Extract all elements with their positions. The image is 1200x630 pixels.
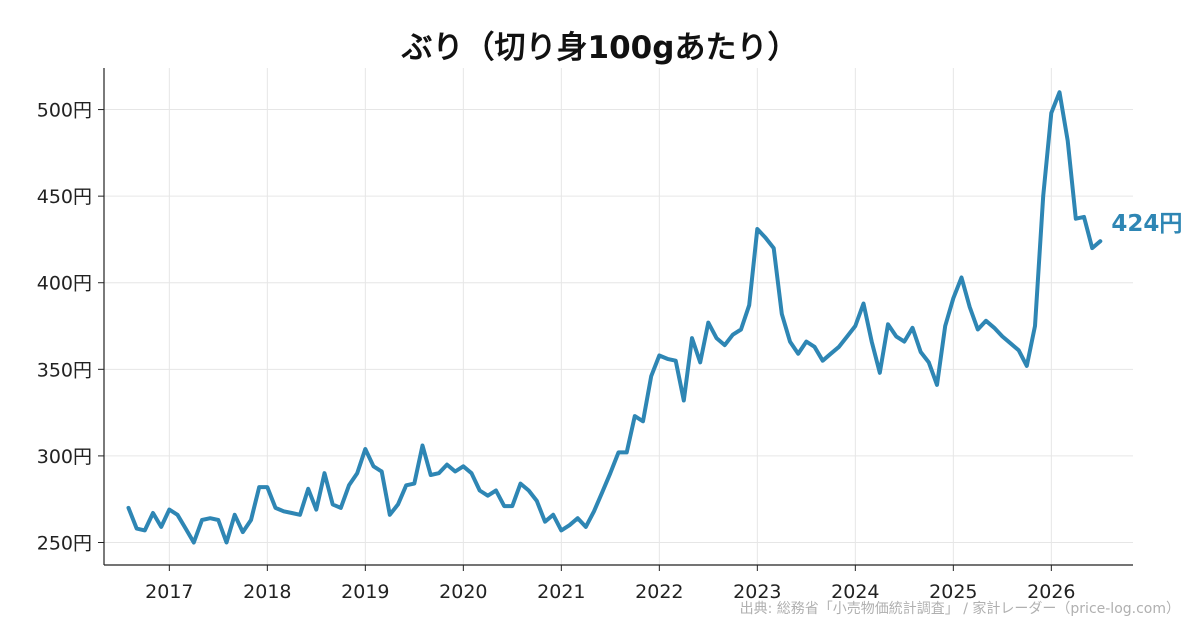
axes <box>98 68 1133 571</box>
source-note: 出典: 総務省「小売物価統計調査」 / 家計レーダー（price-log.com… <box>739 601 1180 617</box>
series-layer <box>126 90 1103 545</box>
end-value-label: 424円 <box>1111 211 1182 237</box>
y-tick-label: 300円 <box>37 446 92 468</box>
chart-title: ぶり（切り身100gあたり） <box>401 30 799 66</box>
x-tick-label: 2020 <box>439 581 487 603</box>
x-tick-label: 2019 <box>341 581 389 603</box>
x-tick-label: 2023 <box>733 581 781 603</box>
series-line <box>126 90 1103 545</box>
y-tick-label: 400円 <box>37 273 92 295</box>
x-tick-label: 2018 <box>243 581 291 603</box>
y-tick-label: 450円 <box>37 186 92 208</box>
x-tick-label: 2017 <box>145 581 193 603</box>
y-tick-label: 350円 <box>37 359 92 381</box>
x-tick-label: 2025 <box>929 581 977 603</box>
tick-labels: 250円 300円 350円 400円 450円 500円 2017 2018 2019 2020… <box>37 100 1076 603</box>
x-tick-label: 2026 <box>1027 581 1075 603</box>
y-tick-label: 250円 <box>37 532 92 554</box>
y-tick-label: 500円 <box>37 100 92 122</box>
data-labels: 424円 <box>1111 211 1182 237</box>
x-tick-label: 2021 <box>537 581 585 603</box>
x-tick-label: 2024 <box>831 581 879 603</box>
x-tick-label: 2022 <box>635 581 683 603</box>
